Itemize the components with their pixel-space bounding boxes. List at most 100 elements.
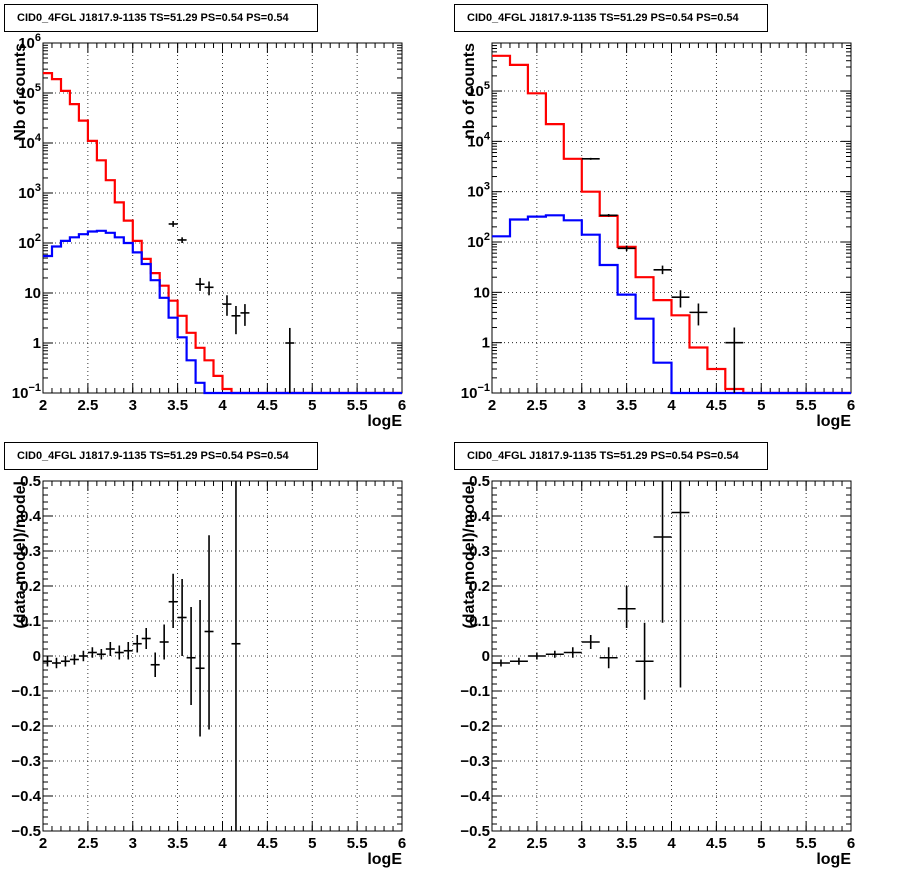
x-tick-label: 2.5 <box>526 835 547 852</box>
data-point <box>150 652 160 677</box>
y-tick-label: 10−1 <box>461 382 490 402</box>
data-point <box>105 642 115 656</box>
data-point <box>231 481 241 831</box>
y-tick-label: 103 <box>18 182 41 202</box>
y-tick-label: 0.1 <box>20 613 41 630</box>
x-tick-label: 4.5 <box>257 397 278 414</box>
data-point <box>195 600 205 737</box>
x-tick-label: 3.5 <box>616 835 637 852</box>
x-tick-label: 4 <box>667 397 676 414</box>
x-tick-label: 5.5 <box>347 397 368 414</box>
y-tick-label: 0.4 <box>469 508 491 525</box>
x-tick-label: 4 <box>667 835 676 852</box>
plot-3: 2 2.5 3 3.5 4 4.5 5 5.5 6 −0.5 −0.4 −0.3 −0.2 −0.1 0 0.… <box>460 473 855 868</box>
y-tick-label: 10 <box>24 285 41 302</box>
data-point <box>599 647 618 669</box>
data-point <box>617 586 636 628</box>
y-axis-label: (data-model)/model <box>461 481 478 629</box>
y-tick-label: −0.4 <box>11 788 41 805</box>
plot-frame <box>491 480 852 832</box>
y-tick-label: −0.2 <box>460 718 490 735</box>
data-point <box>545 650 564 658</box>
data-point <box>114 645 124 660</box>
x-tick-label: 6 <box>398 397 406 414</box>
plot-frame <box>42 42 403 394</box>
x-tick-label: 6 <box>847 835 855 852</box>
y-tick-label: −0.1 <box>11 683 41 700</box>
plot-0: 2 2.5 3 3.5 4 4.5 5 5.5 6 10−1 1 10 102 103 104 105 106 l… <box>12 32 406 430</box>
y-tick-label: 104 <box>18 132 42 152</box>
x-tick-label: 2.5 <box>77 835 98 852</box>
y-tick-label: 0.2 <box>469 578 490 595</box>
y-tick-label: 0.2 <box>20 578 41 595</box>
y-tick-label: 105 <box>467 80 490 100</box>
histogram-series-model-source <box>43 229 402 395</box>
plot-title-bottom-right: CID0_4FGL J1817.9-1135 TS=51.29 PS=0.54 … <box>454 442 768 470</box>
y-tick-label: 10 <box>473 284 490 301</box>
data-point <box>177 579 187 656</box>
data-point <box>509 657 528 665</box>
x-axis-label: logE <box>816 851 851 868</box>
plot-title-bottom-left: CID0_4FGL J1817.9-1135 TS=51.29 PS=0.54 … <box>4 442 318 470</box>
x-tick-label: 3.5 <box>167 397 188 414</box>
data-point <box>195 277 205 291</box>
data-point <box>671 290 690 308</box>
y-tick-label: −0.3 <box>11 753 41 770</box>
x-tick-label: 5 <box>308 835 316 852</box>
data-point <box>96 649 106 660</box>
data-point <box>123 642 133 660</box>
data-point <box>617 245 636 252</box>
x-tick-label: 5 <box>308 397 316 414</box>
y-tick-label: −0.4 <box>460 788 490 805</box>
data-point <box>132 635 142 653</box>
data-point <box>653 481 672 623</box>
x-tick-label: 3 <box>578 397 586 414</box>
y-tick-label: 0.3 <box>469 543 490 560</box>
y-tick-label: 0.3 <box>20 543 41 560</box>
data-point <box>653 265 672 275</box>
x-axis-label: logE <box>367 413 402 430</box>
x-tick-label: 5.5 <box>796 835 817 852</box>
y-tick-label: 105 <box>18 82 41 102</box>
x-tick-label: 3 <box>578 835 586 852</box>
y-tick-label: 0.4 <box>20 508 42 525</box>
data-point <box>168 221 178 227</box>
plot-title-top-left: CID0_4FGL J1817.9-1135 TS=51.29 PS=0.54 … <box>4 4 318 32</box>
y-axis-label: (data-model)/model <box>12 481 29 629</box>
data-point <box>186 607 196 705</box>
x-tick-label: 4.5 <box>257 835 278 852</box>
plot-frame <box>491 42 852 394</box>
data-point <box>285 327 295 393</box>
plot-2: 2 2.5 3 3.5 4 4.5 5 5.5 6 −0.5 −0.4 −0.3 −0.2 −0.1 0 0.… <box>11 473 406 868</box>
data-point <box>599 214 618 217</box>
y-axis-label: Nb of counts <box>12 43 29 141</box>
x-tick-label: 4.5 <box>706 397 727 414</box>
y-tick-label: −0.2 <box>11 718 41 735</box>
plot-1: 2 2.5 3 3.5 4 4.5 5 5.5 6 10−1 1 10 102 103 104 105 logE… <box>461 42 855 430</box>
x-tick-label: 4 <box>218 397 227 414</box>
data-point <box>581 635 600 649</box>
x-tick-label: 2.5 <box>77 397 98 414</box>
y-tick-label: 1 <box>33 335 41 352</box>
x-tick-label: 2 <box>39 835 47 852</box>
data-point <box>563 647 582 658</box>
data-point <box>492 659 510 667</box>
data-point <box>222 295 232 316</box>
data-point <box>527 652 546 660</box>
y-tick-label: 0.1 <box>469 613 490 630</box>
y-tick-label: −0.5 <box>460 823 490 840</box>
y-tick-label: 10−1 <box>12 382 41 402</box>
histogram-series-model-source <box>492 214 851 395</box>
y-tick-label: 106 <box>18 32 41 52</box>
y-tick-label: −0.3 <box>460 753 490 770</box>
x-tick-label: 6 <box>398 835 406 852</box>
data-point <box>168 573 178 628</box>
x-tick-label: 2 <box>39 397 47 414</box>
plot-title-top-right: CID0_4FGL J1817.9-1135 TS=51.29 PS=0.54 … <box>454 4 768 32</box>
data-point <box>635 622 654 700</box>
y-tick-label: 103 <box>467 181 490 201</box>
y-axis-label: nb of counts <box>461 43 478 139</box>
y-tick-label: 102 <box>18 232 41 252</box>
data-point <box>725 327 744 393</box>
